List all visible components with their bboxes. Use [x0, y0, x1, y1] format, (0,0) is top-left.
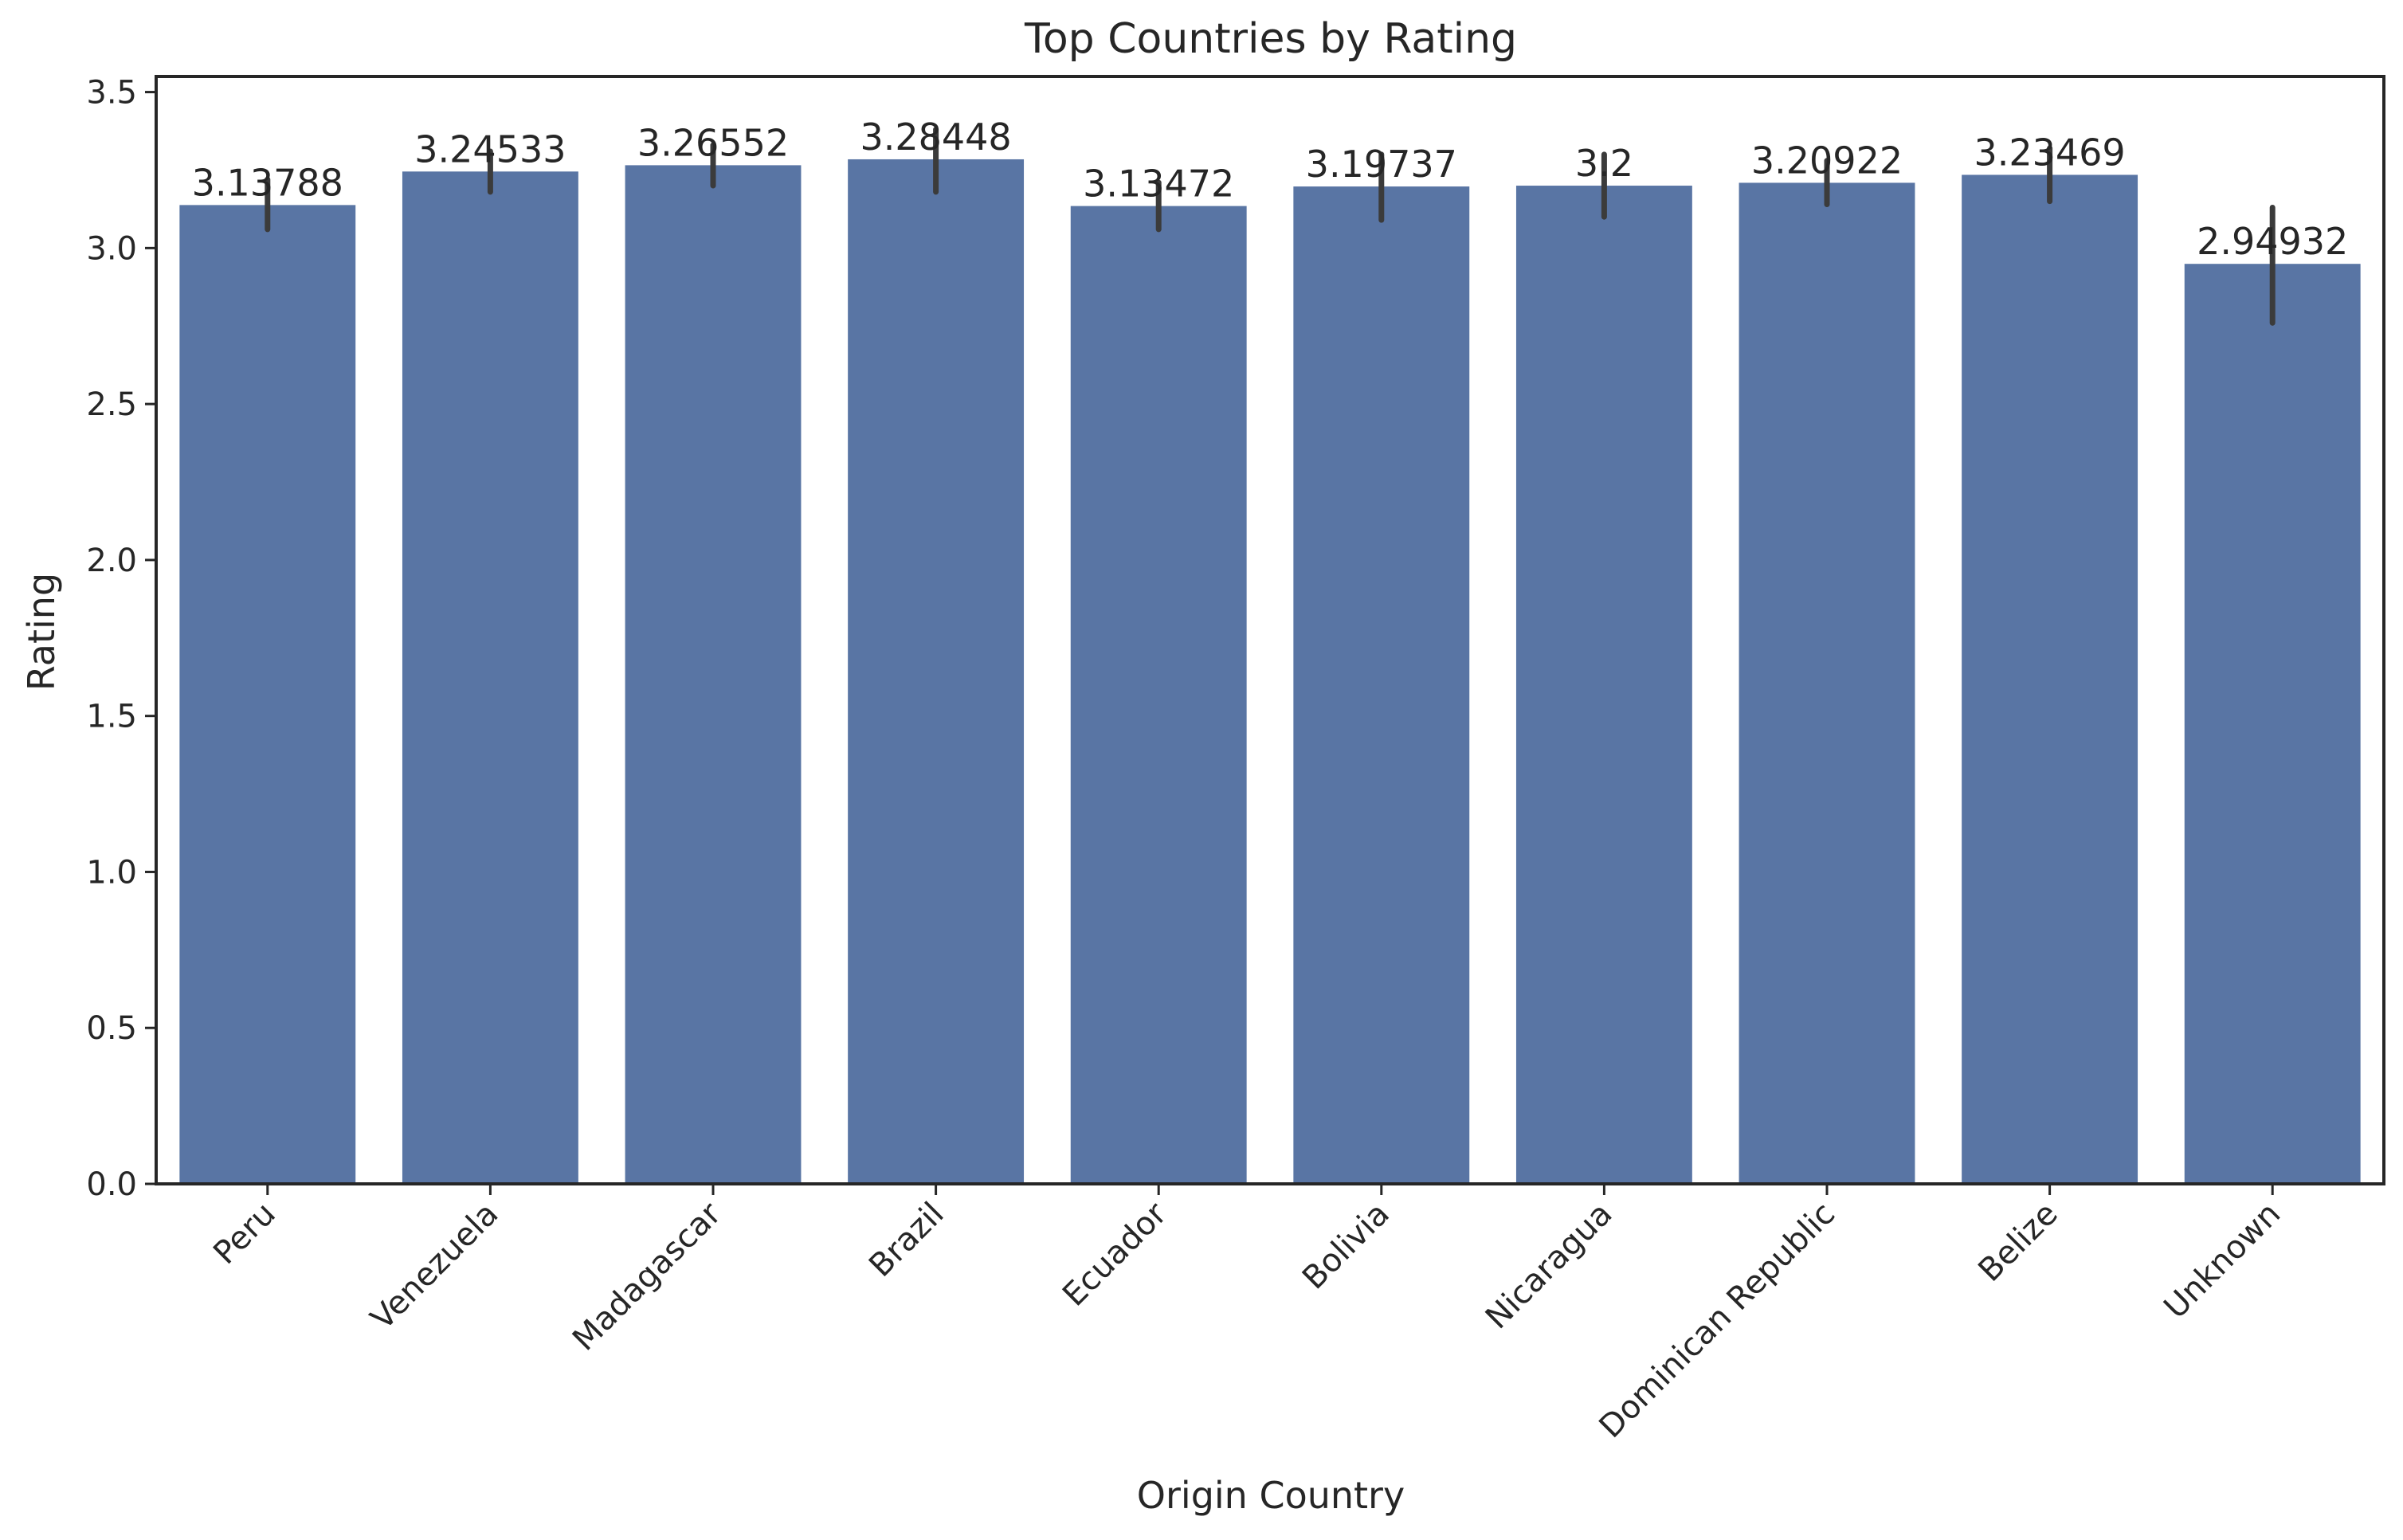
data-label: 3.26552 [637, 121, 789, 164]
x-tick-label: Dominican Republic [1593, 1196, 1842, 1445]
bar [1515, 186, 1692, 1185]
x-tick-label: Venezuela [364, 1196, 506, 1338]
x-tick-label: Belize [1971, 1196, 2064, 1289]
bar [1739, 182, 1915, 1185]
chart-title: Top Countries by Rating [1024, 15, 1517, 63]
data-label: 3.13788 [192, 161, 343, 204]
y-tick-label: 2.0 [86, 543, 137, 579]
x-tick-label: Peru [206, 1196, 283, 1272]
bar [1293, 186, 1470, 1184]
y-tick-label: 1.5 [86, 699, 137, 735]
x-tick-label: Unknown [2157, 1196, 2287, 1326]
axes-frame [155, 75, 2385, 1185]
data-label: 2.94932 [2197, 220, 2348, 263]
data-label: 3.13472 [1083, 163, 1234, 206]
bar [179, 205, 356, 1185]
data-label: 3.19737 [1306, 143, 1457, 186]
x-tick-label: Ecuador [1056, 1195, 1174, 1313]
bar [1070, 206, 1247, 1185]
y-tick-label: 1.0 [86, 854, 137, 891]
bar [848, 159, 1025, 1185]
x-axis-label: Origin Country [1137, 1474, 1405, 1517]
data-label: 3.24533 [414, 127, 566, 170]
data-label: 3.23469 [1974, 131, 2125, 174]
y-tick-label: 2.5 [86, 386, 137, 423]
x-tick-label: Bolivia [1296, 1196, 1397, 1297]
x-tick-label: Madagascar [566, 1195, 728, 1358]
y-axis-label: Rating [20, 573, 63, 691]
bar [1962, 174, 2138, 1184]
data-label: 3.28448 [860, 116, 1011, 159]
y-tick-label: 0.5 [86, 1010, 137, 1047]
data-label: 3.20922 [1751, 139, 1903, 182]
y-tick-label: 3.0 [86, 230, 137, 267]
bar [2184, 264, 2361, 1185]
x-tick-label: Brazil [862, 1196, 951, 1284]
y-tick-label: 3.5 [86, 75, 137, 112]
bar [402, 171, 578, 1184]
plot-area: 3.13788 3.24533 3.26552 3.28448 3.13472 3.197… [86, 75, 2385, 1445]
data-label: 3.2 [1575, 142, 1633, 185]
bar [625, 165, 802, 1184]
x-tick-label: Nicaragua [1479, 1196, 1620, 1337]
y-tick-label: 0.0 [86, 1166, 137, 1203]
